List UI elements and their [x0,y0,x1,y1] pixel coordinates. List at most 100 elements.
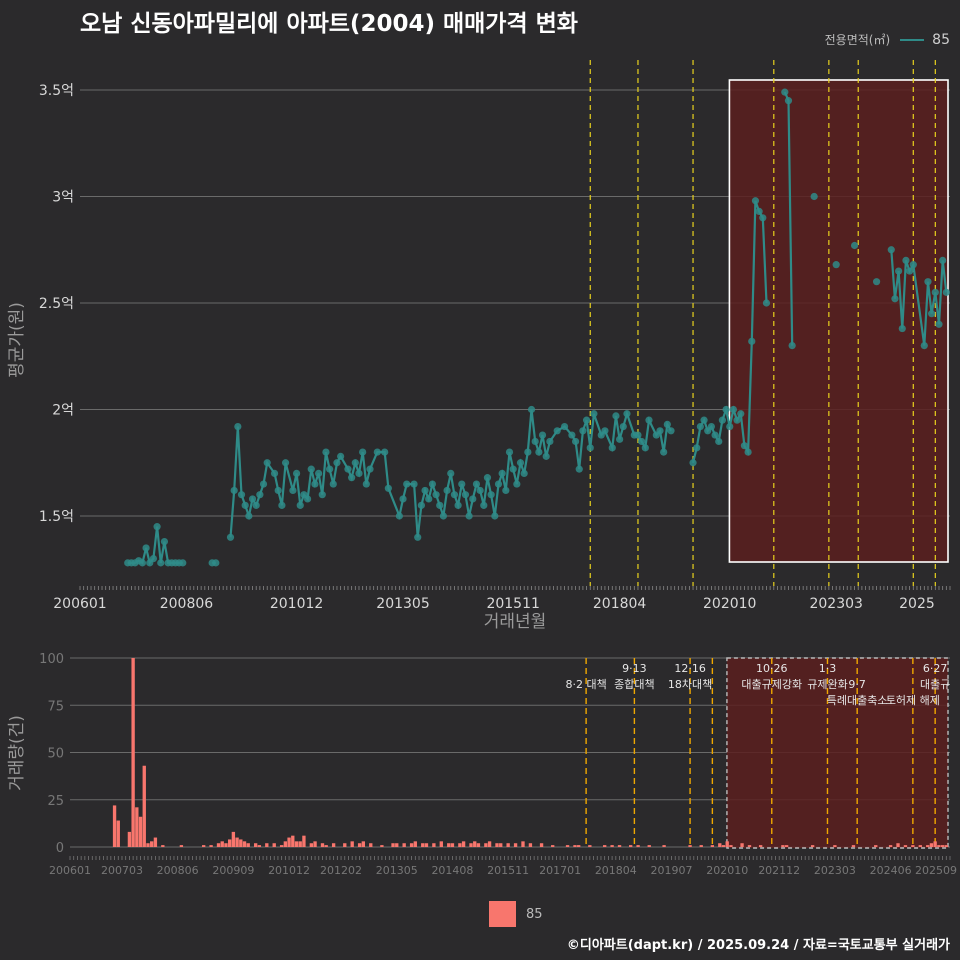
volume-bar [313,841,317,847]
price-point [443,486,451,495]
volume-bar [402,843,406,847]
price-point [263,459,271,467]
price-point [366,465,374,473]
price-point [744,448,752,456]
price-point [248,495,257,503]
price-point [619,422,627,431]
policy-annotation: 10·26 [756,662,788,675]
legend-line-key [900,38,925,41]
price-point [748,337,756,345]
volume-bar [179,845,184,847]
price-point [553,427,561,435]
price-point [663,420,671,429]
volume-bar [283,841,288,847]
price-point [722,405,730,414]
volume-bar [636,845,640,847]
volume-bar [291,835,295,847]
x-tick-label: 201305 [376,596,429,612]
x-tick-label: 202303 [814,864,856,877]
volume-bar [888,845,893,847]
price-point [329,480,337,488]
price-point [535,448,543,456]
price-point [579,427,587,435]
price-point [542,452,550,460]
x-tick-label: 201012 [270,596,323,612]
highlight-region [726,657,949,849]
volume-bar [380,845,384,847]
volume-bar [565,845,570,847]
volume-bar [369,843,373,847]
volume-bar [246,843,250,847]
volume-bar [150,841,154,847]
volume-bar [153,837,158,847]
price-point [928,310,936,318]
price-point [403,480,411,488]
policy-annotation: 토허제 해제 [886,693,940,707]
volume-bar [833,845,837,847]
price-point [726,422,734,431]
y-tick-label: 2억 [52,403,74,419]
price-point [476,486,484,495]
price-point [718,416,727,424]
volume-bar [146,843,150,847]
price-point [439,512,448,520]
price-point [465,512,473,520]
volume-bar [357,843,362,847]
volume-bar [699,845,703,847]
price-point [337,452,345,460]
volume-bar [116,820,120,847]
y-tick-label: 3억 [52,190,74,206]
volume-bar [747,845,752,847]
volume-bar [294,841,299,847]
price-point [245,512,253,520]
legend-bar-key [489,901,516,927]
volume-bar [131,658,135,847]
price-point [230,486,238,495]
volume-bar [851,845,856,847]
price-point [399,495,407,503]
volume-bar [940,845,945,847]
price-point [898,324,906,333]
price-point [421,486,429,495]
legend-bar-label: 85 [526,906,543,922]
volume-bar [506,843,510,847]
price-point [762,299,771,307]
price-point [608,444,616,452]
price-point [850,241,859,250]
volume-bar [528,843,533,847]
price-point [939,256,947,264]
y-tick-label: 3.5억 [39,83,74,99]
volume-bar [937,845,941,847]
price-point [942,288,950,296]
price-point [906,267,914,275]
price-point [252,501,260,509]
price-point [751,197,760,205]
price-point [498,469,506,477]
price-point [237,491,246,499]
volume-bar [320,843,325,847]
price-point [759,214,767,222]
volume-bar [781,845,785,847]
price-point [256,491,264,499]
price-point [935,320,943,328]
volume-bar [710,845,715,847]
price-point [307,465,315,473]
price-point [902,256,910,264]
volume-bar [539,843,544,847]
price-point [311,480,319,488]
price-point [634,431,642,439]
volume-bar [551,845,555,847]
volume-bar [324,845,328,847]
y-tick-label: 25 [47,794,64,809]
price-point [491,512,499,520]
price-point [689,459,697,467]
price-point [494,480,503,488]
price-point [436,501,444,509]
volume-bar [918,845,922,847]
price-point [270,469,279,477]
volume-bar [729,845,733,847]
volume-bar [279,845,284,847]
policy-annotation: 9·7 [848,678,866,691]
highlight-region [728,79,949,563]
